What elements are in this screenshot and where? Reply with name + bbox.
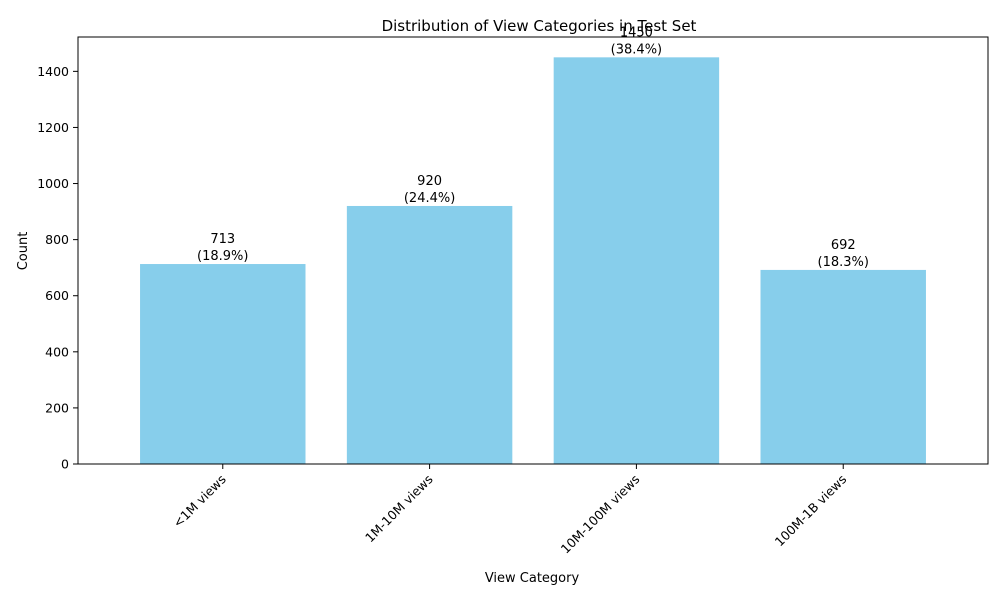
x-tick-label: 100M-1B views [772,472,850,550]
bar-percent-label: (24.4%) [404,191,455,206]
bar-percent-label: (18.3%) [818,255,869,270]
bar-value-label: 920 [417,174,442,189]
y-axis-label: Count [16,232,31,271]
data-labels-layer: 713 (18.9%) 920 (24.4%) 1450 (38.4%) 692 (18.3%… [197,25,869,270]
bar-value-label: 692 [831,238,856,253]
bar [760,269,926,464]
x-tick-label: <1M views [170,472,229,531]
bar-percent-label: (38.4%) [611,42,662,57]
bar-value-label: 1450 [620,25,653,40]
y-tick-label: 800 [45,232,69,247]
y-tick-label: 1400 [37,64,69,79]
bar-value-label: 713 [210,232,235,247]
plot-frame [77,36,989,465]
bar [346,205,513,465]
x-axis-label: View Category [485,571,580,586]
bar-percent-label: (18.9%) [197,249,248,264]
x-tick-label: 1M-10M views [362,472,436,546]
y-tick-label: 0 [61,457,69,472]
y-axis: 0 200 400 600 800 1000 1200 1400 [37,64,78,472]
chart-title: Distribution of View Categories in Test … [382,17,697,35]
y-tick-label: 600 [45,288,69,303]
bars-layer [140,57,926,465]
y-tick-label: 200 [45,400,69,415]
bar [140,264,306,464]
bar [553,57,720,464]
x-axis: <1M views 1M-10M views 10M-100M views 100M-… [170,464,849,556]
y-tick-label: 1000 [37,176,69,191]
x-tick-label: 10M-100M views [558,472,643,557]
y-tick-label: 1200 [37,120,69,135]
y-tick-label: 400 [45,344,69,359]
